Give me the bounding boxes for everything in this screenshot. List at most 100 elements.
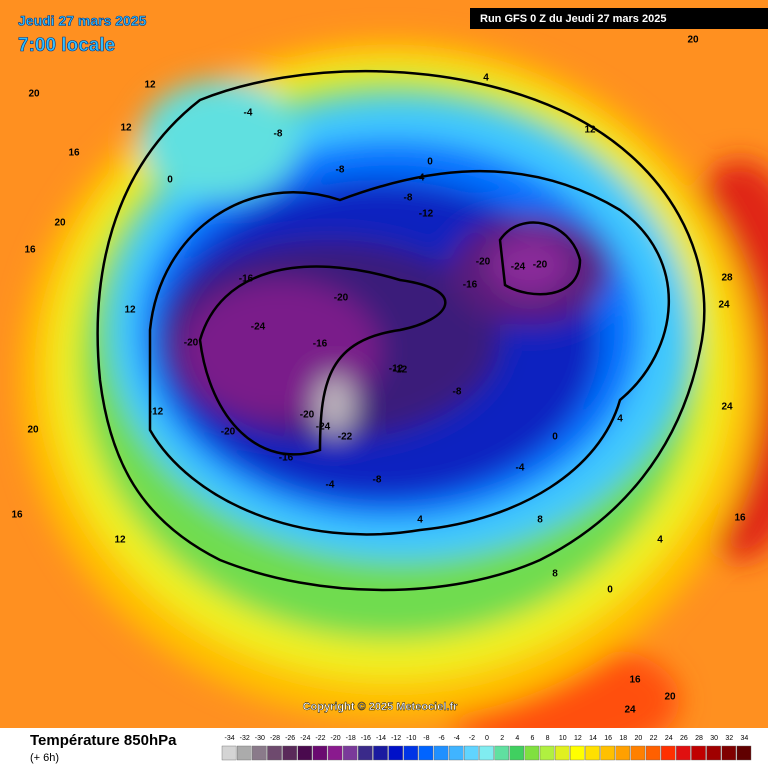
scale-label: -28 xyxy=(270,735,280,742)
scale-swatch xyxy=(403,745,419,761)
contour-label: 16 xyxy=(629,675,641,686)
scale-label: 18 xyxy=(619,735,627,742)
scale-label: -16 xyxy=(361,735,371,742)
scale-label: -6 xyxy=(438,735,444,742)
map-time: 7:00 locale xyxy=(18,35,115,56)
scale-swatch xyxy=(570,745,585,761)
scale-swatch xyxy=(509,745,525,761)
temperature-field xyxy=(20,40,768,728)
scale-swatch xyxy=(721,745,737,761)
contour-label: -8 xyxy=(404,193,413,204)
scale-label: -12 xyxy=(391,735,401,742)
contour-label: -22 xyxy=(338,432,353,443)
contour-label: -8 xyxy=(373,475,382,486)
scale-swatch xyxy=(433,745,449,761)
scale-label: 34 xyxy=(741,735,749,742)
scale-label: 8 xyxy=(546,735,550,742)
scale-swatch xyxy=(464,745,479,761)
scale-swatch xyxy=(554,745,570,761)
contour-label: 16 xyxy=(11,510,23,521)
scale-label: -30 xyxy=(255,735,265,742)
scale-swatch xyxy=(312,745,328,761)
scale-swatch xyxy=(221,745,237,761)
contour-label: -8 xyxy=(274,129,283,140)
contour-label: -8 xyxy=(336,165,345,176)
scale-swatch xyxy=(479,745,494,761)
scale-label: -22 xyxy=(315,735,325,742)
scale-swatch xyxy=(524,745,540,761)
contour-label: 24 xyxy=(718,300,730,311)
contour-label: -16 xyxy=(463,280,478,291)
color-scale: -34 -32 -30 -28 -26 -24 -22 -20 -18 -16 -14 -12 -10-… xyxy=(221,735,752,761)
contour-label: 28 xyxy=(721,273,733,284)
contour-label: -24 xyxy=(511,262,526,273)
scale-swatch xyxy=(645,745,661,761)
scale-label: 0 xyxy=(485,735,489,742)
scale-swatch xyxy=(297,745,313,761)
contour-label: -4 xyxy=(416,173,425,184)
contour-label: 16 xyxy=(734,513,746,524)
scale-label: 14 xyxy=(589,735,597,742)
scale-label: -10 xyxy=(406,735,416,742)
map-date: Jeudi 27 mars 2025 xyxy=(18,13,147,29)
scale-label: -2 xyxy=(469,735,475,742)
contour-label: -12 xyxy=(389,364,404,375)
contour-label: 8 xyxy=(552,569,558,580)
contour-label: 0 xyxy=(607,585,613,596)
scale-label: -18 xyxy=(346,735,356,742)
contour-label: -24 xyxy=(316,422,331,433)
contour-label: -20 xyxy=(184,338,199,349)
scale-swatch xyxy=(388,745,403,761)
contour-label: 24 xyxy=(721,402,733,413)
contour-label: 24 xyxy=(624,705,636,716)
contour-label: 4 xyxy=(617,414,623,425)
contour-label: 12 xyxy=(114,535,126,546)
scale-label: -26 xyxy=(285,735,295,742)
scale-swatch xyxy=(236,745,252,761)
scale-swatch xyxy=(706,745,721,761)
contour-label: 4 xyxy=(657,535,663,546)
scale-label: 32 xyxy=(725,735,733,742)
contour-label: 4 xyxy=(483,73,489,84)
scale-swatch xyxy=(736,745,752,761)
copyright: Copyright © 2025 Meteociel.fr xyxy=(303,701,459,713)
contour-label: 16 xyxy=(68,148,80,159)
contour-label: -12 xyxy=(393,365,408,376)
contour-label: -4 xyxy=(326,480,335,491)
scale-swatch xyxy=(615,745,631,761)
scale-label: 26 xyxy=(680,735,688,742)
scale-label: -20 xyxy=(331,735,341,742)
contour-label: -24 xyxy=(251,322,266,333)
run-box xyxy=(470,8,768,29)
scale-swatch xyxy=(282,745,297,761)
contour-label: -12 xyxy=(149,407,164,418)
contour-label: -20 xyxy=(476,257,491,268)
scale-label: -4 xyxy=(454,735,460,742)
contour-label: -12 xyxy=(419,209,434,220)
scale-label: -34 xyxy=(225,735,235,742)
scale-label: 6 xyxy=(530,735,534,742)
scale-swatch xyxy=(660,745,676,761)
scale-swatch xyxy=(600,745,615,761)
scale-label: -8 xyxy=(423,735,429,742)
contour-label: -8 xyxy=(453,387,462,398)
scale-swatch xyxy=(585,745,600,761)
contour-label: 8 xyxy=(537,515,543,526)
scale-label: 28 xyxy=(695,735,703,742)
contour-label: 12 xyxy=(124,305,136,316)
contour-label: -4 xyxy=(244,108,253,119)
scale-swatch xyxy=(358,745,373,761)
contour-label: 20 xyxy=(687,35,699,46)
contour-label: 20 xyxy=(54,218,66,229)
scale-swatch xyxy=(676,745,691,761)
scale-swatch xyxy=(691,745,706,761)
contour-label: -20 xyxy=(221,427,236,438)
scale-label: -32 xyxy=(240,735,250,742)
footer-subtitle: (+ 6h) xyxy=(30,752,59,764)
contour-label: 12 xyxy=(584,125,596,136)
scale-label: 16 xyxy=(604,735,612,742)
scale-swatch xyxy=(267,745,282,761)
scale-label: -24 xyxy=(300,735,310,742)
scale-label: 22 xyxy=(650,735,658,742)
contour-label: -20 xyxy=(533,260,548,271)
